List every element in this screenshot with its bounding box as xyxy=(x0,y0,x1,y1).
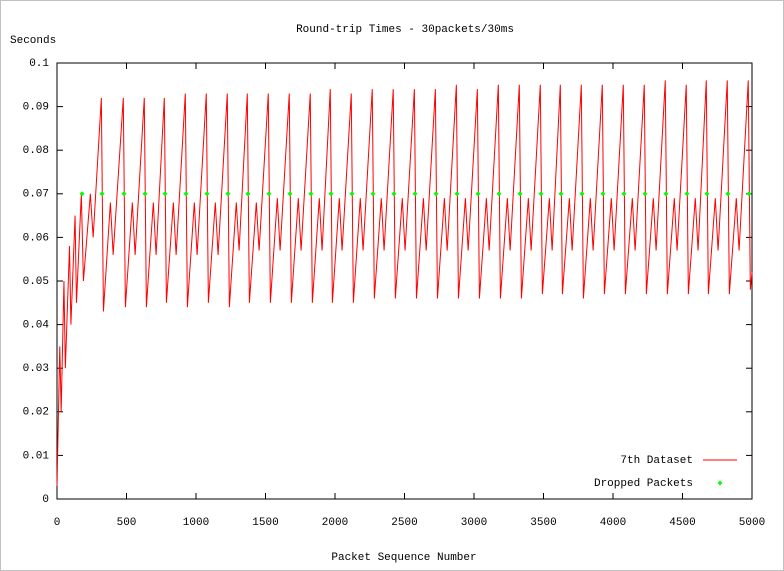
y-tick-label: 0.09 xyxy=(23,102,49,114)
x-tick-label: 4500 xyxy=(669,517,695,529)
dropped-packet xyxy=(245,191,251,197)
dropped-packet xyxy=(328,191,334,197)
x-axis-label: Packet Sequence Number xyxy=(331,552,476,564)
dropped-packet xyxy=(433,191,439,197)
dropped-packet xyxy=(684,191,690,197)
y-tick-label: 0.01 xyxy=(23,450,50,462)
dropped-packet xyxy=(600,191,606,197)
dropped-packet xyxy=(287,191,293,197)
legend-label: Dropped Packets xyxy=(594,478,693,490)
x-tick-label: 3500 xyxy=(530,517,556,529)
dropped-packet xyxy=(412,191,418,197)
dropped-packet xyxy=(204,191,210,197)
dropped-packet xyxy=(558,191,564,197)
y-tick-label: 0.05 xyxy=(23,276,49,288)
dropped-packet xyxy=(642,191,648,197)
x-tick-label: 1500 xyxy=(252,517,278,529)
dropped-packet xyxy=(121,191,127,197)
dropped-packet xyxy=(746,191,752,197)
y-axis-label: Seconds xyxy=(10,35,56,47)
dropped-packet xyxy=(621,191,627,197)
x-tick-label: 2000 xyxy=(322,517,348,529)
dropped-packet xyxy=(142,191,148,197)
dropped-packet xyxy=(517,191,523,197)
x-tick-label: 0 xyxy=(54,517,61,529)
legend-marker xyxy=(717,480,723,486)
dropped-packet xyxy=(663,191,669,197)
y-tick-label: 0.1 xyxy=(29,58,49,70)
dropped-packet xyxy=(349,191,355,197)
y-tick-label: 0.04 xyxy=(23,320,50,332)
dropped-packet xyxy=(162,191,168,197)
dropped-packet xyxy=(79,191,85,197)
x-tick-label: 4000 xyxy=(600,517,626,529)
x-tick-label: 1000 xyxy=(183,517,209,529)
y-tick-label: 0.03 xyxy=(23,363,49,375)
dropped-packet xyxy=(370,191,376,197)
dropped-packet xyxy=(538,191,544,197)
dropped-packet xyxy=(308,191,314,197)
dropped-packet xyxy=(99,191,105,197)
dropped-packet xyxy=(266,191,272,197)
dropped-packet xyxy=(579,191,585,197)
x-tick-label: 500 xyxy=(117,517,137,529)
dropped-packet xyxy=(704,191,710,197)
dropped-packet xyxy=(454,191,460,197)
dropped-packet xyxy=(183,191,189,197)
y-tick-label: 0 xyxy=(42,494,49,506)
dropped-packet xyxy=(225,191,231,197)
legend-label: 7th Dataset xyxy=(620,455,693,467)
y-tick-label: 0.07 xyxy=(23,189,49,201)
x-tick-label: 5000 xyxy=(739,517,765,529)
y-tick-label: 0.02 xyxy=(23,407,49,419)
y-tick-label: 0.08 xyxy=(23,145,49,157)
y-tick-label: 0.06 xyxy=(23,232,49,244)
x-tick-label: 3000 xyxy=(461,517,487,529)
dropped-packet xyxy=(496,191,502,197)
x-tick-label: 2500 xyxy=(391,517,417,529)
dropped-packet xyxy=(725,191,731,197)
chart-title: Round-trip Times - 30packets/30ms xyxy=(296,24,514,36)
dropped-packet xyxy=(391,191,397,197)
dropped-packet xyxy=(475,191,481,197)
